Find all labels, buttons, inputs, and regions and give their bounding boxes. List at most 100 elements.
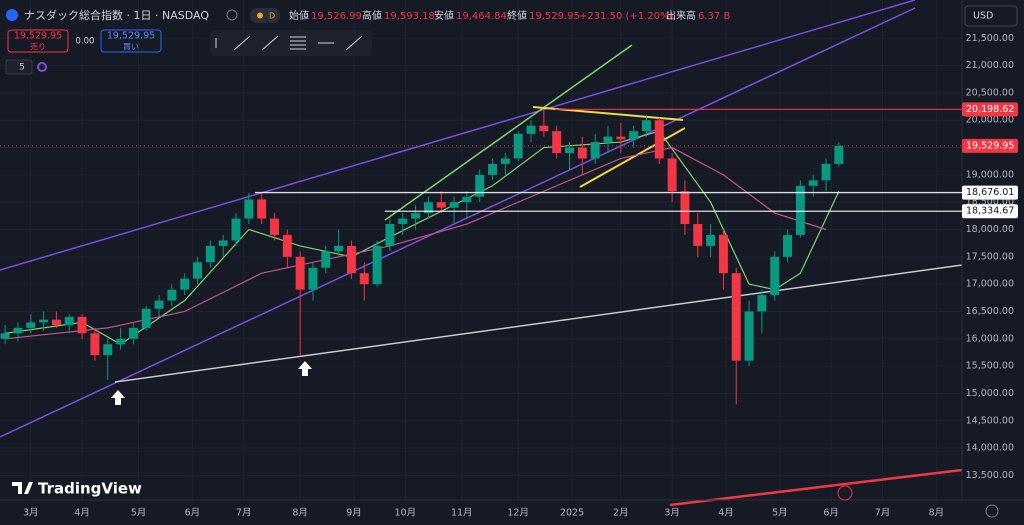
candle-body (744, 311, 754, 361)
candle-body (231, 218, 241, 241)
candle-body (462, 196, 472, 203)
ohlc-label: 終値 (507, 9, 527, 22)
y-tick-label: 14,000.00 (966, 443, 1014, 454)
candle-body (680, 191, 690, 225)
candle-body (731, 273, 741, 361)
indicator-toggle[interactable] (5, 59, 33, 75)
y-tick-label: 15,500.00 (966, 361, 1014, 372)
x-tick-label: 10月 (395, 508, 417, 519)
candle-body (257, 199, 267, 219)
handle (215, 38, 217, 48)
icon[interactable] (37, 62, 47, 72)
drawing-toolbar (210, 30, 372, 56)
price-label: 18,676.01 (966, 187, 1014, 198)
candle-body (526, 125, 536, 134)
x-tick-label: 7月 (236, 508, 252, 519)
x-tick-label: 8月 (292, 508, 308, 519)
candle-body (654, 120, 664, 159)
candle-body (500, 158, 510, 164)
y-tick-label: 21,500.00 (966, 33, 1014, 44)
buy-price: 19,529.95 (107, 31, 155, 42)
green-trendline (384, 44, 633, 221)
sell-button[interactable] (7, 29, 69, 53)
buy-button[interactable] (100, 29, 162, 53)
candle-body (128, 327, 138, 339)
up-arrow (298, 361, 312, 376)
indicator-count: 5 (19, 63, 25, 73)
x-tick-label: 11月 (451, 508, 473, 519)
candle-body (308, 267, 318, 290)
candle-body (398, 218, 408, 225)
channel-lower (0, 7, 916, 438)
price-label-bg (962, 138, 1018, 153)
candle-body (51, 319, 61, 326)
tool-line[interactable] (233, 35, 251, 51)
candle-body (193, 262, 203, 279)
candle-body (577, 147, 587, 159)
icon[interactable] (226, 9, 238, 21)
volume: 6.37 B (698, 11, 730, 22)
candle-body (39, 319, 49, 323)
spread: 0.00 (76, 37, 95, 47)
candle-body (64, 316, 74, 326)
moving-average (5, 146, 827, 340)
tool-ray[interactable] (345, 35, 363, 51)
volume-label: 出来高 (666, 9, 696, 22)
badge-bg (250, 8, 280, 23)
icon[interactable] (837, 485, 853, 501)
y-tick-label: 20,500.00 (966, 87, 1014, 98)
settings[interactable] (985, 504, 999, 518)
x-tick-label: 8月 (929, 508, 945, 519)
candle-body (218, 240, 228, 246)
y-tick-label: 20,000.00 (966, 115, 1014, 126)
y-tick-label: 16,500.00 (966, 306, 1014, 317)
candle-body (334, 245, 344, 252)
price-label-bg (962, 204, 1018, 219)
price-label-bg (962, 102, 1018, 117)
tool-fib[interactable] (290, 36, 306, 50)
y-tick-label: 17,000.00 (966, 279, 1014, 290)
candle-body (116, 338, 126, 345)
currency-select[interactable] (964, 5, 1018, 27)
candle-body (13, 327, 23, 334)
candle-body (513, 133, 523, 159)
candle-body (783, 234, 793, 257)
candle-body (167, 289, 177, 301)
currency: USD (973, 11, 993, 22)
candle-body (834, 145, 844, 164)
candle-body (77, 316, 87, 334)
candle-body (411, 213, 421, 219)
y-tick-label: 18,000.00 (966, 224, 1014, 235)
x-tick-label: 2025 (560, 508, 584, 519)
candle-body (641, 120, 651, 132)
candle-body (475, 174, 485, 197)
candle-body (795, 185, 805, 235)
up-arrow (111, 390, 125, 405)
candle-body (321, 251, 331, 268)
candle-body (295, 256, 305, 290)
y-tick-label: 16,000.00 (966, 333, 1014, 344)
candle-body (488, 163, 498, 175)
candle-body (90, 333, 100, 356)
candle-body (346, 245, 356, 274)
sell-price: 19,529.95 (14, 31, 62, 42)
ohlc-label: 始値 (289, 9, 309, 22)
candle-body (359, 273, 369, 285)
candle-body (103, 344, 113, 356)
x-tick-label: 9月 (346, 508, 362, 519)
candle-body (436, 202, 446, 208)
candle-body (757, 295, 767, 312)
y-tick-label: 15,000.00 (966, 388, 1014, 399)
y-tick-label: 13,500.00 (966, 470, 1014, 481)
grid (0, 0, 962, 500)
support-line (114, 264, 963, 383)
plot (0, 109, 844, 405)
tool-channel[interactable] (261, 35, 279, 51)
y-tick-label: 19,000.00 (966, 169, 1014, 180)
brand: TradingView (38, 480, 142, 498)
price-label: 20,198.62 (966, 104, 1014, 115)
drawings (0, 0, 963, 507)
candle-body (718, 234, 728, 274)
axes: 13,500.00 14,000.00 14,500.00 15,000.00 15,5… (23, 33, 1014, 519)
